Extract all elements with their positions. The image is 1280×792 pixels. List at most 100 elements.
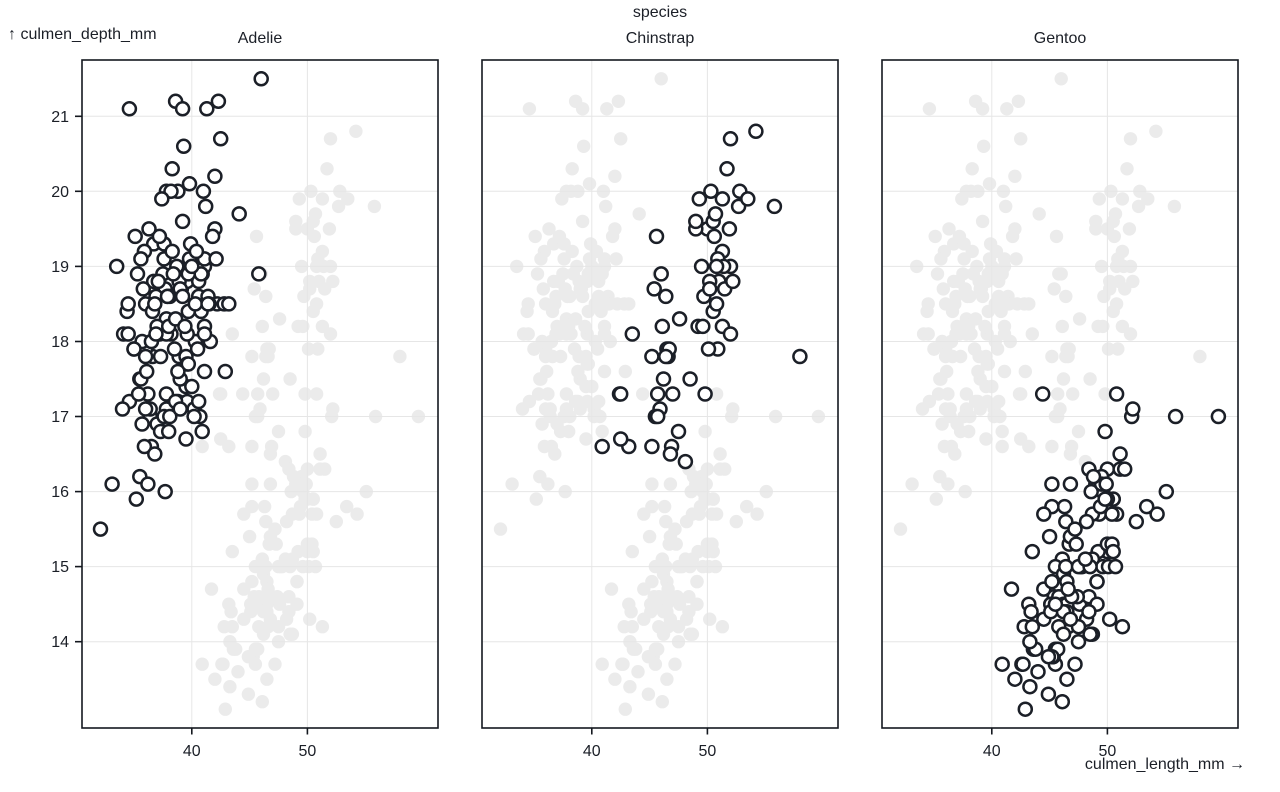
data-point-chinstrap: [700, 341, 717, 357]
data-point-adelie: [196, 363, 213, 380]
background-point: [223, 680, 237, 694]
background-point: [624, 605, 638, 619]
data-point-gentoo: [1003, 581, 1020, 597]
background-point: [654, 72, 668, 86]
background-point: [560, 289, 575, 304]
facet-gentoo: 40 50 Gentoo: [881, 30, 1239, 760]
background-point: [552, 229, 567, 244]
background-point: [1009, 252, 1023, 266]
data-point-adelie: [178, 431, 194, 447]
background-point: [979, 432, 993, 446]
background-point: [1059, 289, 1073, 304]
background-point: [948, 447, 962, 461]
data-point-adelie: [174, 101, 191, 117]
background-point: [937, 439, 952, 454]
background-point: [575, 102, 590, 116]
background-point: [208, 672, 222, 686]
background-point: [915, 402, 930, 416]
background-point: [571, 364, 585, 379]
data-point-chinstrap: [792, 348, 808, 365]
y-tick-label: 20: [51, 184, 69, 201]
background-point: [949, 327, 963, 341]
background-point: [568, 312, 583, 326]
background-point: [1083, 372, 1097, 386]
background-point: [590, 342, 605, 356]
background-point: [306, 544, 320, 559]
background-point: [967, 342, 982, 356]
background-point: [683, 627, 697, 641]
background-point: [231, 665, 245, 679]
background-point: [195, 657, 209, 671]
background-point: [308, 207, 323, 221]
background-point: [565, 244, 579, 259]
background-point: [1054, 267, 1068, 281]
background-point: [1001, 297, 1015, 311]
background-point: [1032, 207, 1046, 221]
background-point: [1149, 124, 1163, 138]
data-point-gentoo: [1112, 446, 1128, 462]
data-point-adelie: [104, 476, 120, 492]
background-point: [930, 267, 945, 281]
background-point: [623, 680, 637, 694]
background-point: [283, 627, 297, 641]
background-point: [1059, 349, 1073, 364]
background-point: [955, 192, 969, 206]
data-point-gentoo: [1024, 543, 1041, 560]
background-point: [962, 424, 976, 439]
background-point: [1025, 327, 1040, 341]
data-point-chinstrap: [708, 296, 725, 312]
data-point-gentoo: [1047, 596, 1064, 612]
background-point: [999, 199, 1013, 214]
data-point-adelie: [120, 296, 136, 312]
data-point-chinstrap: [697, 386, 713, 402]
data-point-gentoo: [1128, 513, 1145, 530]
data-point-gentoo: [1083, 483, 1099, 500]
background-point: [527, 342, 541, 356]
data-point-adelie: [200, 296, 216, 312]
data-point-gentoo: [1107, 558, 1124, 575]
background-point: [521, 297, 535, 311]
data-point-gentoo: [1068, 536, 1084, 552]
data-point-adelie: [212, 131, 229, 147]
data-point-chinstrap: [658, 288, 674, 305]
background-point: [942, 222, 956, 236]
background-point: [605, 229, 620, 244]
x-tick-label: 40: [583, 743, 601, 760]
data-point-adelie: [197, 198, 214, 215]
background-point: [298, 492, 312, 506]
data-point-adelie: [195, 183, 212, 200]
background-point: [941, 477, 955, 491]
data-point-adelie: [199, 101, 215, 117]
background-point: [927, 342, 941, 356]
background-point: [641, 687, 656, 701]
data-point-adelie: [207, 168, 223, 185]
data-point-gentoo: [1105, 543, 1121, 560]
background-point: [1049, 229, 1064, 244]
background-point: [549, 327, 563, 341]
background-point: [225, 620, 239, 634]
data-point-gentoo: [1023, 603, 1039, 620]
data-point-adelie: [174, 213, 191, 230]
background-point: [266, 387, 280, 401]
data-point-gentoo: [1054, 693, 1071, 710]
facet-title: Gentoo: [1034, 30, 1087, 47]
background-point: [340, 499, 354, 514]
data-point-chinstrap: [646, 281, 662, 297]
background-point: [952, 229, 967, 244]
background-point: [296, 319, 310, 334]
background-point: [315, 192, 330, 206]
data-point-adelie: [184, 258, 200, 275]
background-point: [303, 612, 317, 626]
background-point: [715, 620, 730, 634]
data-point-adelie: [160, 423, 177, 440]
data-point-gentoo: [1085, 468, 1102, 485]
x-tick-label: 50: [299, 743, 317, 760]
data-point-gentoo: [1097, 491, 1113, 507]
data-point-gentoo: [1022, 678, 1038, 695]
background-point: [995, 439, 1009, 454]
data-point-adelie: [217, 363, 234, 380]
background-point: [1089, 214, 1103, 229]
background-point: [934, 252, 948, 266]
background-point: [1063, 447, 1078, 461]
background-point: [960, 289, 975, 304]
